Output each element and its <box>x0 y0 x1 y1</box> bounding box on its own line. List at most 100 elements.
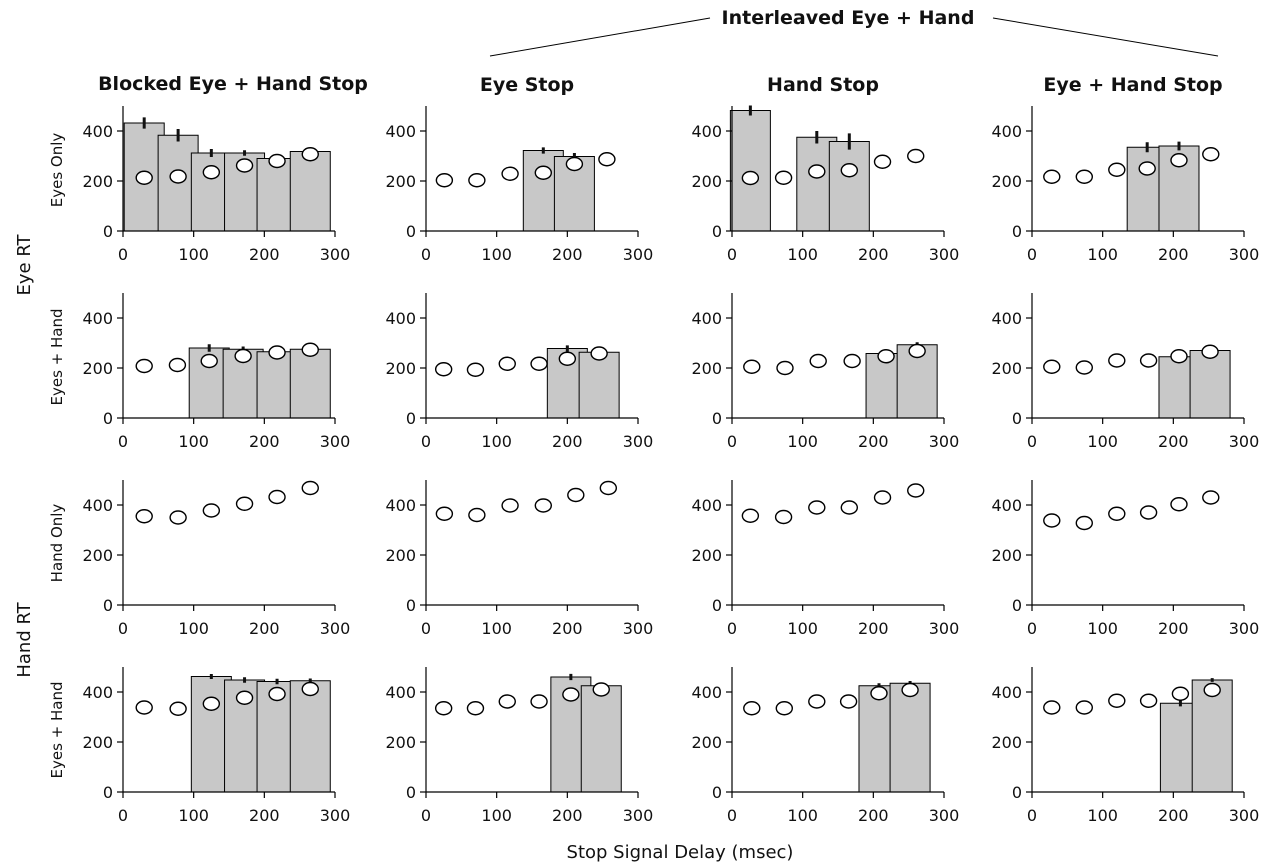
panel-r1-c2: 0 200 400 0 100 200 300 <box>691 293 959 451</box>
x-tick-label: 300 <box>929 806 960 825</box>
data-point <box>870 686 888 701</box>
data-point <box>592 682 610 697</box>
data-point <box>501 498 519 513</box>
y-tick-label: 200 <box>991 359 1022 378</box>
x-tick-label: 0 <box>421 619 431 638</box>
x-tick-label: 100 <box>481 806 512 825</box>
bar <box>729 110 771 232</box>
x-tick-label: 300 <box>320 619 351 638</box>
x-tick-label: 200 <box>249 806 280 825</box>
panels: 0 200 400 0 100 200 300 0 200 400 0 100 200 300 0 200 40… <box>82 105 1259 825</box>
panel-r3-c1: 0 200 400 0 100 200 300 <box>385 667 653 825</box>
x-tick-label: 0 <box>727 806 737 825</box>
data-point <box>873 154 892 169</box>
data-point <box>1108 506 1126 521</box>
panel-r1-c3: 0 200 400 0 100 200 300 <box>991 293 1259 451</box>
data-point <box>808 164 826 179</box>
x-tick-label: 100 <box>787 245 818 264</box>
y-tick-label: 0 <box>712 596 722 615</box>
data-point <box>775 701 793 716</box>
x-tick-label: 0 <box>727 245 737 264</box>
y-tick-label: 400 <box>82 496 113 515</box>
data-point <box>1108 693 1126 708</box>
panel-r2-c1: 0 200 400 0 100 200 300 <box>385 480 653 638</box>
data-point <box>234 348 252 364</box>
data-point <box>268 153 286 169</box>
x-tick-label: 100 <box>1087 245 1118 264</box>
data-point <box>590 346 608 361</box>
data-point <box>1075 700 1093 715</box>
data-point <box>466 701 485 716</box>
panel-r2-c3: 0 200 400 0 100 200 300 <box>991 480 1259 638</box>
x-tick-label: 200 <box>552 245 583 264</box>
x-tick-label: 200 <box>858 619 889 638</box>
x-tick-label: 300 <box>623 806 654 825</box>
data-point <box>840 163 859 178</box>
group-bracket-right <box>992 17 1219 57</box>
data-point <box>741 170 760 186</box>
y-tick-label: 0 <box>1012 783 1022 802</box>
bar <box>580 685 622 793</box>
x-tick-label: 100 <box>178 432 209 451</box>
x-tick-label: 0 <box>118 806 128 825</box>
side-label-eye-rt: Eye RT <box>14 233 35 295</box>
x-tick-label: 300 <box>320 245 351 264</box>
y-tick-label: 400 <box>82 122 113 141</box>
data-point <box>301 147 319 162</box>
x-tick-label: 0 <box>118 432 128 451</box>
x-tick-label: 200 <box>858 432 889 451</box>
x-tick-label: 0 <box>727 619 737 638</box>
data-point <box>1201 344 1219 359</box>
data-point <box>301 480 319 496</box>
data-point <box>200 353 218 369</box>
data-point <box>741 508 760 523</box>
bar <box>289 680 331 793</box>
column-title-hand-stop: Hand Stop <box>767 74 879 96</box>
x-tick-label: 100 <box>178 806 209 825</box>
data-point <box>743 359 761 374</box>
y-tick-label: 200 <box>385 733 416 752</box>
x-tick-label: 300 <box>320 806 351 825</box>
data-point <box>808 500 826 515</box>
x-tick-label: 200 <box>1158 619 1189 638</box>
data-point <box>1138 161 1156 176</box>
panel-r0-c0: 0 200 400 0 100 200 300 <box>82 106 350 264</box>
bar <box>578 351 620 419</box>
y-tick-label: 400 <box>385 122 416 141</box>
side-label-hand-rt: Hand RT <box>14 601 35 677</box>
data-point <box>1139 693 1158 708</box>
column-title-eye-hand-stop: Eye + Hand Stop <box>1043 74 1222 96</box>
y-tick-label: 200 <box>991 172 1022 191</box>
data-point <box>434 362 453 377</box>
data-point <box>466 362 485 377</box>
y-tick-label: 400 <box>385 683 416 702</box>
y-tick-label: 200 <box>82 733 113 752</box>
y-tick-label: 0 <box>103 222 113 241</box>
data-point <box>840 500 859 515</box>
data-point <box>599 480 618 496</box>
bar <box>1189 350 1231 419</box>
data-point <box>774 509 793 525</box>
y-tick-label: 400 <box>991 309 1022 328</box>
panel-r3-c3: 0 200 400 0 100 200 300 <box>991 667 1259 825</box>
data-point <box>567 487 585 503</box>
data-point <box>202 165 221 180</box>
x-tick-label: 100 <box>481 245 512 264</box>
x-tick-label: 300 <box>1229 619 1260 638</box>
x-tick-label: 0 <box>727 432 737 451</box>
data-point <box>202 696 221 711</box>
y-tick-label: 400 <box>82 309 113 328</box>
y-tick-label: 400 <box>691 122 722 141</box>
data-point <box>565 156 584 172</box>
data-point <box>268 686 286 702</box>
data-point <box>1075 515 1093 531</box>
y-tick-label: 200 <box>82 172 113 191</box>
data-point <box>434 701 453 716</box>
panel-r3-c0: 0 200 400 0 100 200 300 <box>82 667 350 825</box>
data-point <box>1043 359 1061 374</box>
x-tick-label: 200 <box>552 432 583 451</box>
data-point <box>776 360 794 376</box>
x-tick-label: 200 <box>858 245 889 264</box>
x-tick-label: 200 <box>249 432 280 451</box>
